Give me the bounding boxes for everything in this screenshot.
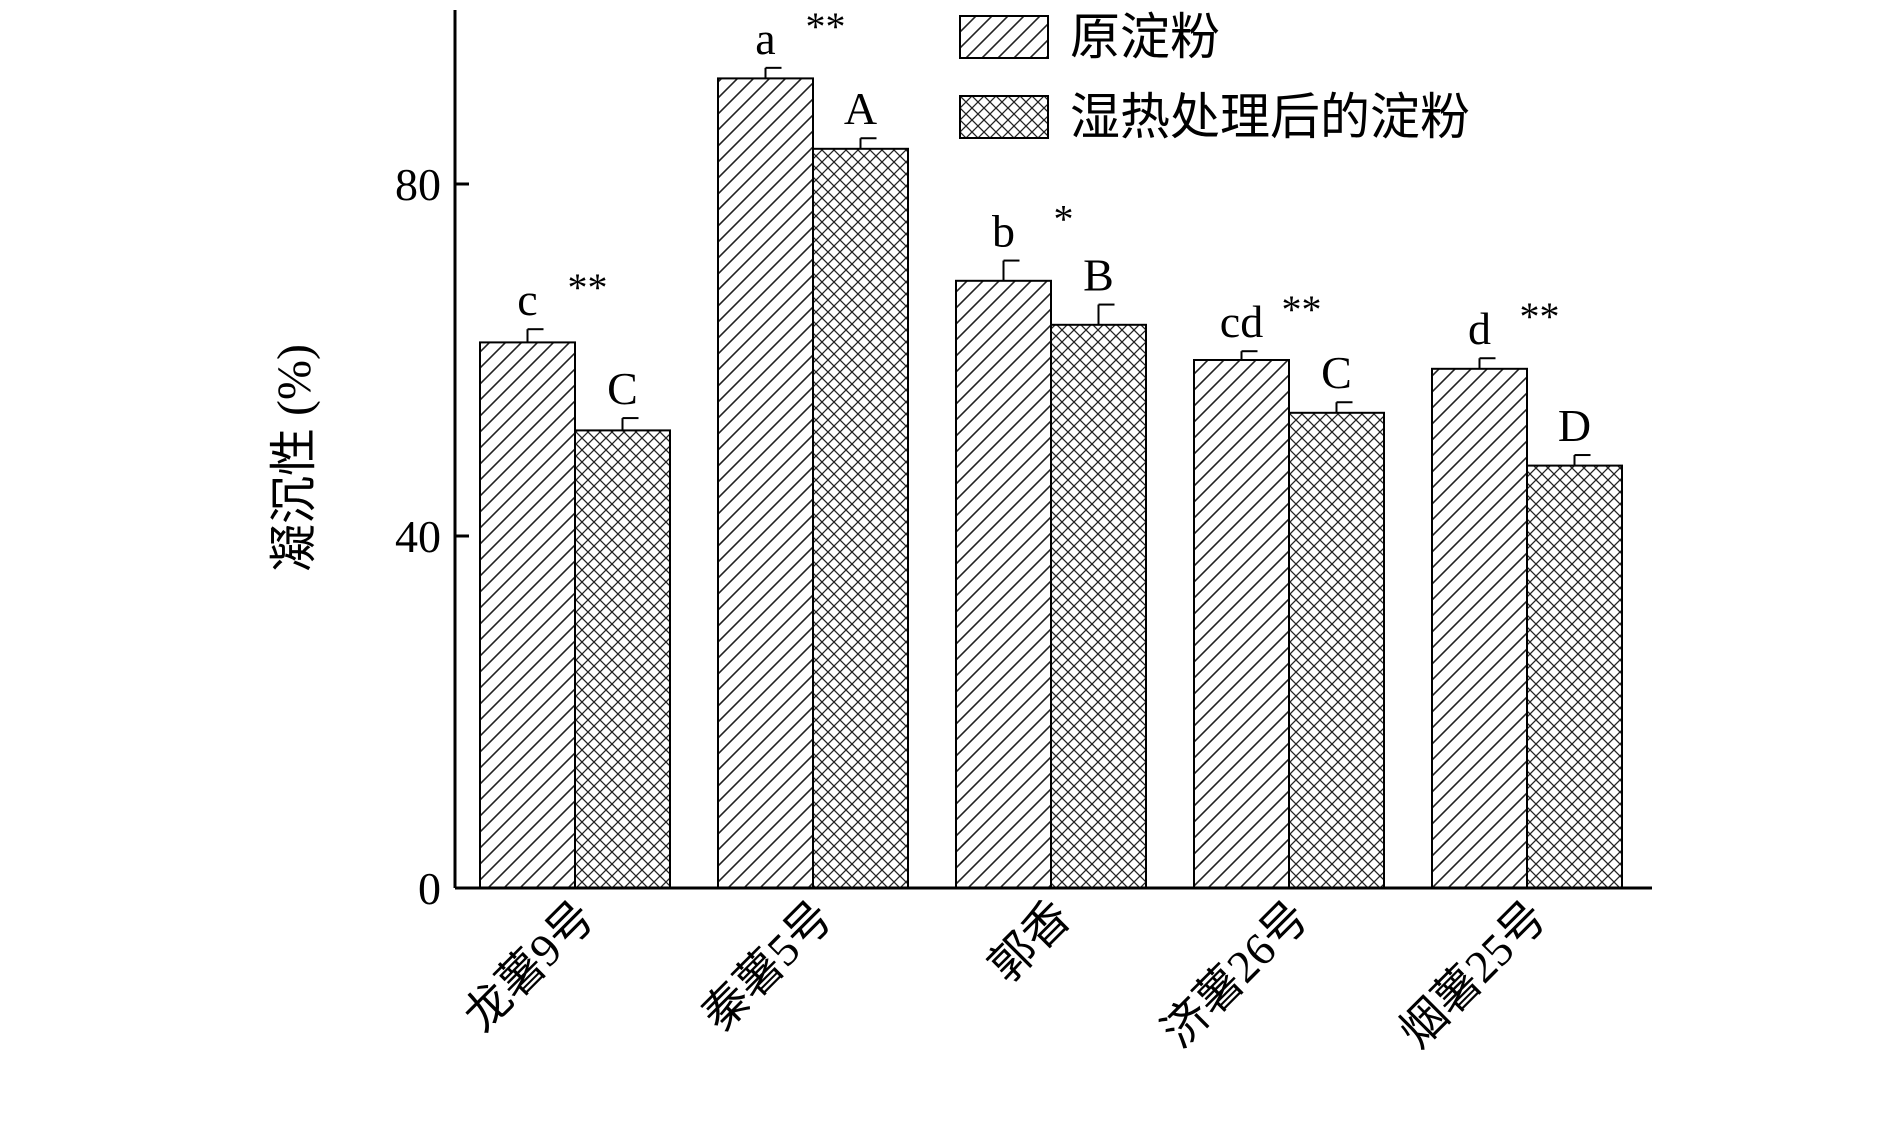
- bar-label-s1-0: C: [607, 363, 638, 414]
- y-tick-label-2: 80: [395, 159, 441, 210]
- bar-label-s1-3: C: [1321, 347, 1352, 398]
- bar-s1-0: [574, 429, 671, 889]
- bar-label-s0-2: b: [992, 206, 1015, 257]
- bar-label-s0-0: c: [517, 274, 537, 325]
- y-tick-label-1: 40: [395, 511, 441, 562]
- bar-s0-3: [1193, 359, 1290, 889]
- legend-swatch-1: [959, 95, 1049, 139]
- y-tick-label-0: 0: [418, 863, 441, 914]
- significance-label-0: **: [568, 265, 608, 310]
- bar-label-s1-4: D: [1558, 400, 1591, 451]
- category-label-1: 秦薯5号: [692, 891, 842, 1041]
- bar-label-s0-3: cd: [1220, 296, 1263, 347]
- plot-area: c ** a ** b * cd ** d ** C A B C D 0 40 80 凝沉性 (%) 龙薯9号 秦薯5号…: [268, 4, 1652, 1057]
- category-label-2: 郭香: [979, 891, 1080, 992]
- bar-s0-0: [479, 341, 576, 889]
- bar-s1-1: [812, 147, 909, 890]
- significance-label-1: **: [806, 4, 846, 49]
- bar-s1-2: [1050, 323, 1147, 889]
- legend-swatch-0: [959, 15, 1049, 59]
- bar-label-s0-1: a: [755, 13, 775, 64]
- bar-label-s1-1: A: [844, 83, 877, 134]
- significance-label-4: **: [1520, 294, 1560, 339]
- bar-s1-3: [1288, 411, 1385, 889]
- bar-s0-2: [955, 279, 1052, 889]
- category-label-4: 烟薯25号: [1390, 891, 1556, 1057]
- significance-label-3: **: [1282, 287, 1322, 332]
- significance-label-2: *: [1054, 197, 1074, 242]
- bar-label-s0-4: d: [1468, 303, 1491, 354]
- category-label-0: 龙薯9号: [454, 891, 604, 1041]
- bar-s1-4: [1526, 464, 1623, 889]
- bar-s0-4: [1431, 367, 1528, 889]
- legend-label-1: 湿热处理后的淀粉: [1070, 89, 1470, 145]
- legend-label-0: 原淀粉: [1070, 9, 1220, 65]
- y-axis-title: 凝沉性 (%): [268, 344, 321, 572]
- category-label-3: 济薯26号: [1152, 891, 1318, 1057]
- bar-label-s1-2: B: [1083, 250, 1114, 301]
- bar-s0-1: [717, 77, 814, 889]
